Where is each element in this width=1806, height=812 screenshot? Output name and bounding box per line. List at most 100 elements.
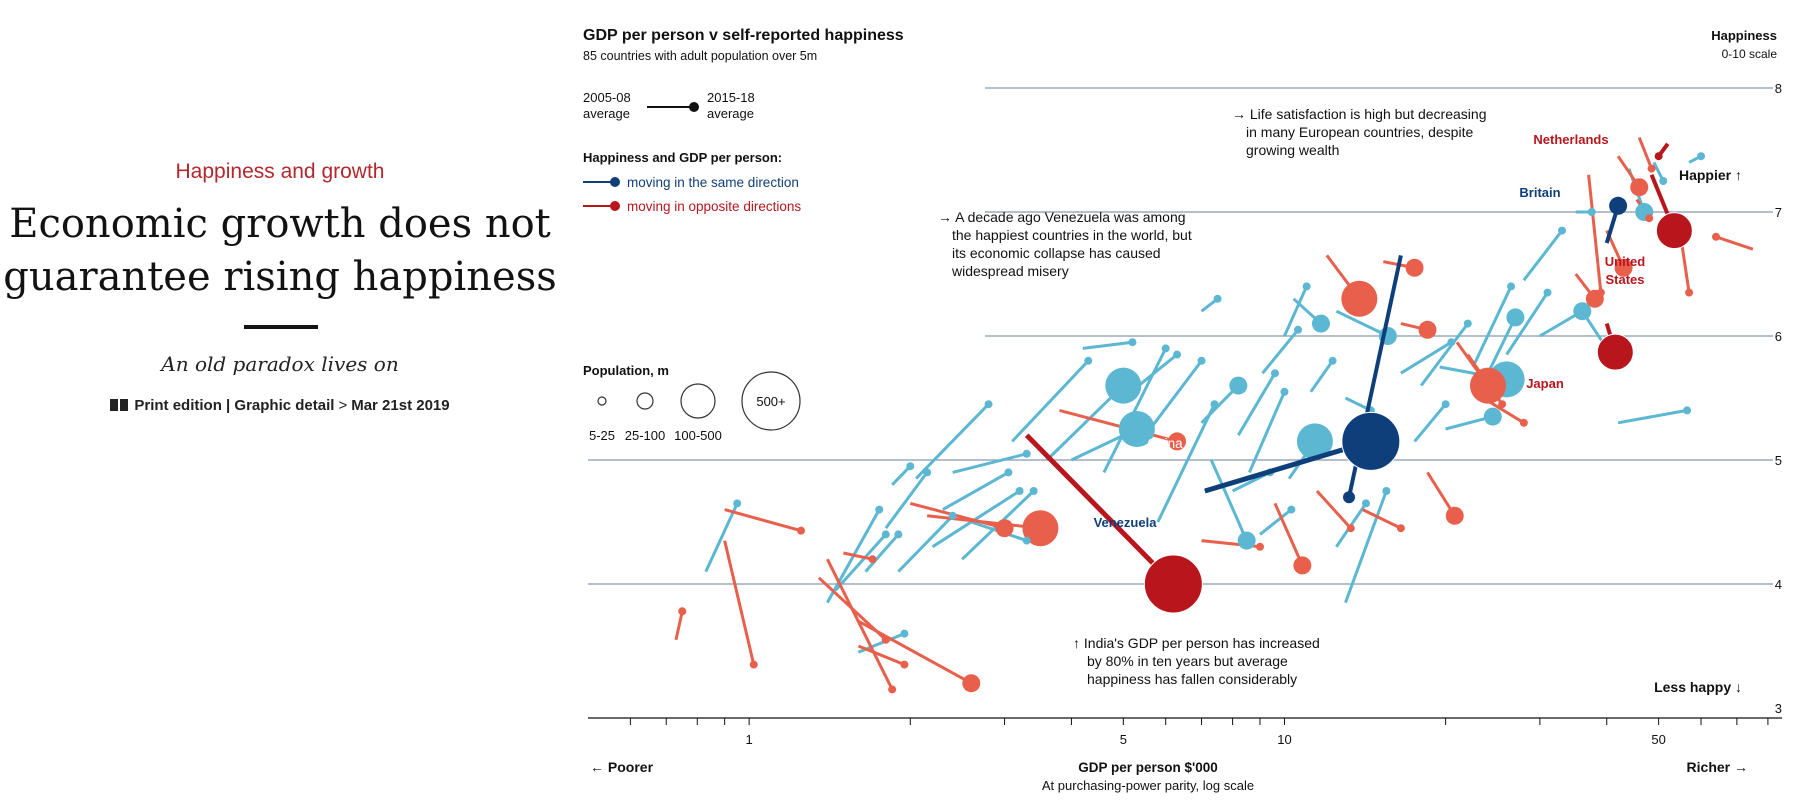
country-dot — [1237, 531, 1256, 550]
country-dot — [1229, 376, 1248, 395]
country-line — [1471, 285, 1513, 368]
country-dot — [923, 468, 932, 477]
headline-line-2: guarantee rising happiness — [3, 254, 557, 300]
country-line — [826, 558, 894, 691]
country-line — [857, 644, 905, 666]
country-line — [1486, 316, 1517, 374]
country-dot — [1543, 288, 1552, 297]
country-line — [1156, 403, 1216, 523]
country-dot — [749, 660, 758, 669]
happiness-gdp-chart: 3 4 5 6 7 8 1 5 10 50 GDP per person v self-repo… — [583, 27, 1782, 793]
country-line — [834, 533, 887, 592]
country-dot — [1418, 320, 1437, 339]
highlight-dot-united-states — [1655, 212, 1693, 250]
country-dot — [1382, 487, 1391, 495]
country-label-japan: Japan — [1526, 376, 1564, 391]
country-dot — [1004, 468, 1013, 477]
x-tick-label-1: 1 — [746, 732, 753, 747]
country-line — [1261, 328, 1300, 375]
country-line — [864, 533, 900, 573]
highlight-dot-venezuela — [1343, 491, 1356, 504]
x-axis-title: GDP per person $'000 — [1078, 760, 1218, 775]
country-line — [1273, 502, 1304, 567]
country-dot — [1519, 418, 1528, 427]
country-dot — [1210, 400, 1219, 409]
country-dot — [1197, 356, 1206, 365]
country-line — [1082, 340, 1133, 350]
country-line — [1059, 408, 1178, 443]
country-label-china: China — [1147, 436, 1183, 451]
country-line — [891, 465, 912, 486]
country-dot — [1022, 536, 1031, 545]
country-line — [724, 508, 802, 533]
country-line — [1522, 229, 1564, 282]
legend-pop-500-plus — [741, 371, 801, 431]
legend-period-dot — [689, 102, 699, 112]
country-dot — [1296, 423, 1333, 460]
country-dot — [1022, 449, 1031, 458]
legend-pop-500-plus-label: 500+ — [756, 394, 785, 409]
country-dot — [1341, 280, 1378, 317]
country-dot — [1712, 232, 1721, 241]
country-line — [1309, 359, 1334, 393]
y-tick-label-7: 7 — [1775, 205, 1782, 220]
highlight-dot-india — [1143, 554, 1203, 614]
y-tick-label-3: 3 — [1775, 701, 1782, 716]
country-dot — [1346, 524, 1355, 533]
highlight-dot-netherlands — [1654, 152, 1663, 161]
venezuela-annotation: → A decade ago Venezuela was among the ha… — [938, 209, 1192, 279]
country-dot — [984, 400, 993, 409]
legend-population-title: Population, m — [583, 363, 669, 378]
x-tick-label-50: 50 — [1651, 732, 1665, 747]
country-dot — [1697, 152, 1706, 161]
country-dot — [1287, 505, 1296, 514]
country-line — [674, 610, 684, 641]
country-dot — [1173, 350, 1182, 359]
country-dot — [900, 660, 909, 669]
y-axis-subtitle: 0-10 scale — [1722, 47, 1778, 61]
legend-same-dot — [610, 177, 620, 187]
opposite-direction-lines — [674, 137, 1754, 691]
article-kicker[interactable]: Happiness and growth — [175, 160, 385, 183]
country-label-netherlands: Netherlands — [1533, 132, 1608, 147]
legend-direction: Happiness and GDP per person: moving in … — [583, 150, 801, 214]
country-dot — [1213, 294, 1222, 303]
europe-annotation: → Life satisfaction is high but decreasi… — [1232, 106, 1486, 158]
country-dot — [995, 519, 1014, 538]
legend-pop-25-100 — [636, 392, 654, 410]
country-dot — [1255, 542, 1264, 551]
country-line — [1209, 459, 1249, 542]
country-dot — [1105, 367, 1142, 404]
y-tick-label-6: 6 — [1775, 329, 1782, 344]
country-dot — [1558, 226, 1567, 235]
legend-period-start: 2005-08 average — [583, 90, 631, 121]
legend-pop-5-25 — [597, 396, 607, 406]
country-dot — [1396, 524, 1405, 533]
print-edition-link[interactable]: Print edition | Graphic detail — [134, 397, 335, 414]
country-dot — [1280, 387, 1289, 396]
country-dot — [1270, 369, 1279, 378]
country-line — [926, 514, 1041, 530]
country-dot — [1293, 556, 1312, 575]
country-dot — [1118, 411, 1155, 447]
country-dot — [1168, 432, 1187, 451]
article-headline: Economic growth does not guarantee risin… — [0, 198, 560, 304]
highlight-dot-china — [1341, 411, 1401, 471]
legend-pop-100-500-label: 100-500 — [674, 428, 722, 443]
country-dot — [948, 511, 957, 520]
country-dot — [894, 530, 903, 539]
highlighted-countries — [1024, 142, 1693, 614]
country-dot — [1294, 325, 1303, 334]
chart-subtitle: 85 countries with adult population over … — [583, 49, 817, 63]
country-dot — [1469, 367, 1506, 404]
country-line — [1637, 137, 1653, 170]
country-line — [1283, 285, 1308, 337]
article-date: Mar 21st 2019 — [351, 397, 450, 414]
country-label-venezuela: Venezuela — [1094, 515, 1158, 530]
country-dot — [1161, 344, 1170, 353]
country-dot — [868, 555, 877, 564]
poorer-label: ← Poorer — [590, 759, 654, 775]
country-dot — [1573, 302, 1592, 321]
country-dot — [1447, 338, 1456, 347]
country-dot — [1463, 319, 1472, 328]
